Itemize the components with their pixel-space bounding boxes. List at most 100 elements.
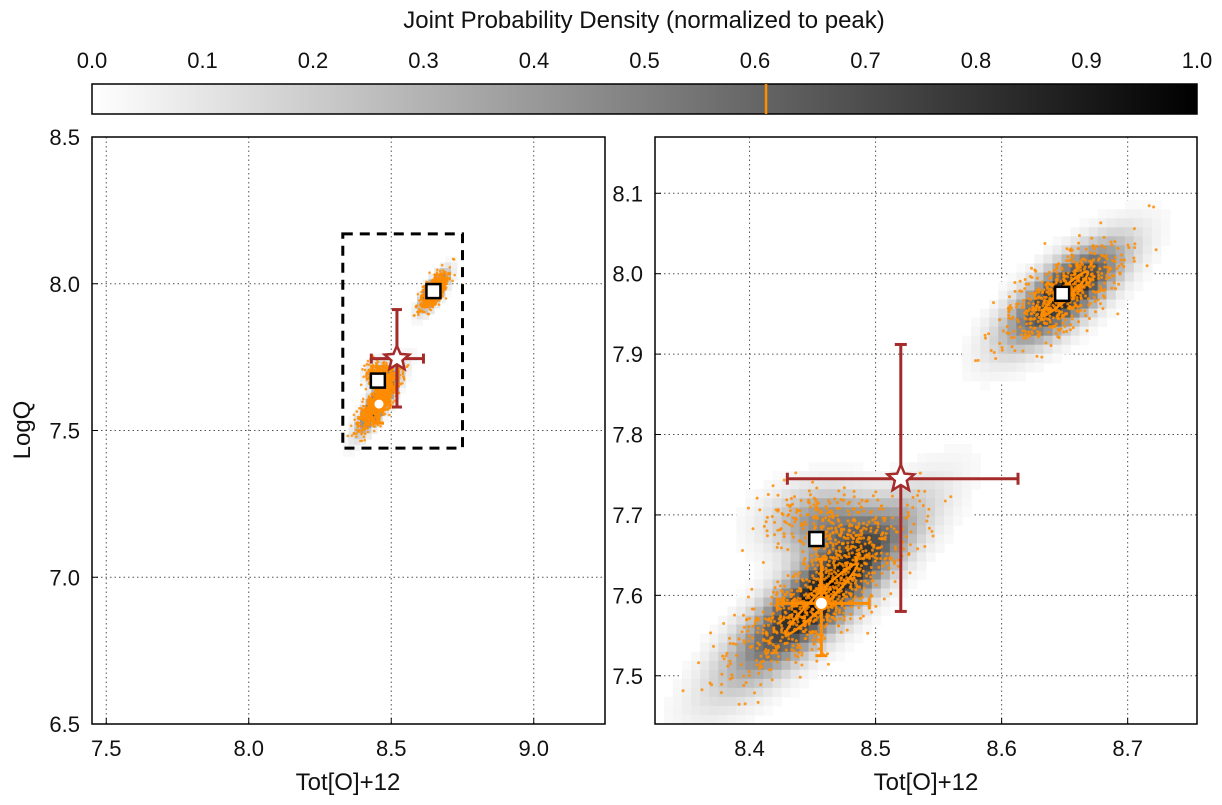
right-x-axis-label: Tot[O]+12 <box>874 769 979 796</box>
colorbar-title: Joint Probability Density (normalized to… <box>403 7 885 34</box>
density-cell <box>754 516 764 526</box>
density-cell <box>844 471 855 481</box>
density-cell <box>790 669 801 680</box>
sample-point <box>796 643 800 647</box>
sample-point <box>828 550 832 554</box>
sample-point <box>362 410 366 413</box>
sample-point <box>1095 244 1099 248</box>
sample-point <box>1112 281 1116 285</box>
sample-point <box>840 529 844 533</box>
density-cell <box>1052 317 1063 328</box>
density-cell <box>359 421 367 429</box>
sample-point <box>892 527 896 531</box>
density-cell <box>405 376 412 383</box>
density-cell <box>916 570 927 581</box>
sample-point <box>851 545 855 549</box>
density-cell <box>781 480 792 490</box>
sample-point <box>440 280 444 284</box>
density-cell <box>790 489 801 499</box>
sample-point <box>753 622 757 626</box>
density-cell <box>1106 227 1117 237</box>
density-cell <box>862 480 873 490</box>
density-cell <box>962 344 972 355</box>
density-cell <box>853 606 864 617</box>
sample-point <box>860 531 864 535</box>
sample-point <box>776 493 780 497</box>
density-cell <box>727 624 737 635</box>
density-cell <box>898 579 909 590</box>
density-cell <box>763 543 774 554</box>
density-cell <box>980 308 990 319</box>
density-cell <box>365 382 372 389</box>
sample-point <box>755 616 759 620</box>
density-cell <box>808 651 819 662</box>
density-cell <box>445 262 452 269</box>
sample-point <box>790 593 794 597</box>
density-cell <box>889 552 900 563</box>
sample-point <box>719 691 723 695</box>
density-cell <box>989 362 999 373</box>
sample-point <box>828 510 832 514</box>
sample-point <box>1031 305 1035 309</box>
sample-point <box>761 560 765 564</box>
sample-point <box>1026 330 1030 334</box>
density-cell <box>953 453 963 463</box>
sample-point <box>815 638 819 642</box>
sample-point <box>1014 305 1018 309</box>
x-tick-label: 8.6 <box>986 736 1017 761</box>
star-marker <box>381 342 413 372</box>
density-cell <box>763 669 774 680</box>
density-cell <box>781 507 792 517</box>
sample-point <box>1066 271 1070 275</box>
sample-point <box>748 645 752 649</box>
density-cell <box>826 606 837 617</box>
density-cell <box>844 507 855 517</box>
sample-point <box>1054 278 1058 282</box>
sample-point <box>866 631 870 635</box>
density-cell <box>354 410 361 417</box>
density-cell <box>1070 317 1081 328</box>
sample-point <box>887 566 891 570</box>
sample-point <box>877 565 881 569</box>
sample-point <box>863 562 867 566</box>
sample-point <box>987 332 991 336</box>
density-cell <box>754 507 764 517</box>
density-cell <box>411 347 418 355</box>
density-cell <box>853 525 864 535</box>
sample-point <box>839 630 843 634</box>
sample-point <box>803 536 807 540</box>
density-cell <box>736 642 746 653</box>
density-cell <box>935 525 945 535</box>
sample-point <box>862 536 866 540</box>
density-cell <box>853 516 864 526</box>
sample-point <box>876 498 880 502</box>
sample-point <box>1007 316 1011 320</box>
density-cell <box>799 651 810 662</box>
density-cell <box>445 285 452 292</box>
sample-point <box>365 408 369 412</box>
sample-point <box>1132 227 1136 231</box>
sample-point <box>850 551 854 555</box>
sample-point <box>852 518 856 522</box>
sample-point <box>776 580 780 584</box>
sample-point <box>800 653 804 657</box>
sample-point <box>438 269 442 273</box>
sample-point <box>435 299 439 303</box>
density-cell <box>799 498 810 508</box>
density-cell <box>790 552 801 563</box>
density-cell <box>451 273 458 281</box>
sample-point <box>742 674 746 678</box>
sample-point <box>373 425 376 428</box>
density-cell <box>1079 317 1090 328</box>
sample-point <box>361 368 364 371</box>
sample-point <box>779 639 783 643</box>
sample-point <box>785 590 789 594</box>
sample-point <box>838 608 842 612</box>
density-cell <box>411 319 418 326</box>
density-cell <box>844 606 855 617</box>
density-cell <box>1070 236 1081 246</box>
sample-point <box>1092 247 1096 251</box>
sample-point <box>1100 271 1104 275</box>
density-cell <box>354 444 361 452</box>
sample-point <box>824 576 828 580</box>
